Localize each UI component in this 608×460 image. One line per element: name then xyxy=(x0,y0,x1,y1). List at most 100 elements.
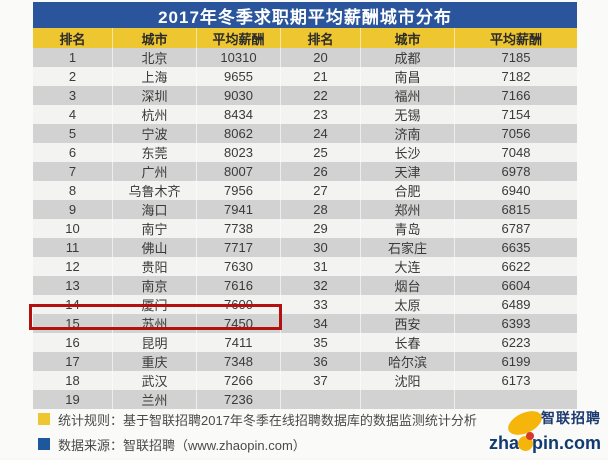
city-cell-right: 烟台 xyxy=(361,276,455,295)
rank-cell-left: 11 xyxy=(33,238,113,257)
city-cell-left: 海口 xyxy=(113,200,197,219)
rank-cell-left: 10 xyxy=(33,219,113,238)
table-row: 6 东莞 8023 25 长沙 7048 xyxy=(33,143,577,162)
logo-url-text: zha pin.com xyxy=(489,431,601,452)
city-cell-right: 青岛 xyxy=(361,219,455,238)
city-cell-right xyxy=(361,390,455,409)
rank-cell-left: 7 xyxy=(33,162,113,181)
salary-cell-left: 7450 xyxy=(197,314,281,333)
rank-cell-left: 9 xyxy=(33,200,113,219)
table-row: 8 乌鲁木齐 7956 27 合肥 6940 xyxy=(33,181,577,200)
salary-cell-left: 7600 xyxy=(197,295,281,314)
salary-cell-right: 6815 xyxy=(501,202,531,217)
city-cell-left: 兰州 xyxy=(113,390,197,409)
legend-item-stat-rule: 统计规则：基于智联招聘2017年冬季在线招聘数据库的数据监测统计分析 xyxy=(38,410,478,428)
table-rows: 1 北京 10310 20 成都 7185 2 上海 9655 21 南昌 71… xyxy=(33,48,577,409)
table-row: 10 南宁 7738 29 青岛 6787 xyxy=(33,219,577,238)
rank-cell-right: 37 xyxy=(281,371,361,390)
city-cell-left: 宁波 xyxy=(113,124,197,143)
rank-cell-right: 20 xyxy=(281,48,361,67)
city-cell-left: 南京 xyxy=(113,276,197,295)
header-rank-right: 排名 xyxy=(281,28,361,48)
data-source-text: 数据来源：智联招聘（www.zhaopin.com） xyxy=(58,437,306,453)
city-cell-left: 上海 xyxy=(113,67,197,86)
table-row: 17 重庆 7348 36 哈尔滨 6199 xyxy=(33,352,577,371)
logo-o-icon xyxy=(517,431,534,451)
rank-cell-right: 26 xyxy=(281,162,361,181)
table-title: 2017年冬季求职期平均薪酬城市分布 xyxy=(33,2,577,28)
rank-cell-left: 8 xyxy=(33,181,113,200)
table-row: 15 苏州 7450 34 西安 6393 xyxy=(33,314,577,333)
city-cell-right: 成都 xyxy=(361,48,455,67)
salary-cell-left: 10310 xyxy=(197,48,281,67)
city-cell-right: 太原 xyxy=(361,295,455,314)
salary-cell-left: 8007 xyxy=(197,162,281,181)
header-salary-right: 平均薪酬 xyxy=(489,31,542,47)
salary-cell-left: 7941 xyxy=(197,200,281,219)
city-cell-right: 济南 xyxy=(361,124,455,143)
footer-legend: 统计规则：基于智联招聘2017年冬季在线招聘数据库的数据监测统计分析 数据来源：… xyxy=(38,410,478,460)
salary-cell-left: 7236 xyxy=(197,390,281,409)
stat-rule-text: 统计规则：基于智联招聘2017年冬季在线招聘数据库的数据监测统计分析 xyxy=(58,412,477,428)
city-cell-right: 大连 xyxy=(361,257,455,276)
rank-cell-right: 34 xyxy=(281,314,361,333)
salary-cell-left: 7956 xyxy=(197,181,281,200)
rank-cell-left: 15 xyxy=(33,314,113,333)
city-cell-right: 沈阳 xyxy=(361,371,455,390)
salary-cell-right: 7154 xyxy=(501,107,531,122)
legend-item-data-source: 数据来源：智联招聘（www.zhaopin.com） xyxy=(38,435,478,453)
rank-cell-left: 5 xyxy=(33,124,113,143)
salary-cell-right: 7166 xyxy=(501,88,531,103)
table-row: 4 杭州 8434 23 无锡 7154 xyxy=(33,105,577,124)
rank-cell-left: 17 xyxy=(33,352,113,371)
city-cell-left: 杭州 xyxy=(113,105,197,124)
salary-cell-left: 7266 xyxy=(197,371,281,390)
rank-cell-left: 14 xyxy=(33,295,113,314)
rank-cell-left: 3 xyxy=(33,86,113,105)
salary-cell-right: 7056 xyxy=(501,126,531,141)
table-row: 7 广州 8007 26 天津 6978 xyxy=(33,162,577,181)
rank-cell-right: 33 xyxy=(281,295,361,314)
header-salary-left: 平均薪酬 xyxy=(197,28,281,48)
rank-cell-right: 32 xyxy=(281,276,361,295)
rank-cell-left: 12 xyxy=(33,257,113,276)
salary-cell-right: 7048 xyxy=(501,145,531,160)
salary-cell-right: 6622 xyxy=(501,259,531,274)
rank-cell-right: 36 xyxy=(281,352,361,371)
table-row: 19 兰州 7236 xyxy=(33,390,577,409)
salary-cell-left: 7630 xyxy=(197,257,281,276)
city-cell-right: 长沙 xyxy=(361,143,455,162)
city-cell-left: 贵阳 xyxy=(113,257,197,276)
rank-cell-right: 35 xyxy=(281,333,361,352)
rank-cell-right: 23 xyxy=(281,105,361,124)
rank-cell-right: 25 xyxy=(281,143,361,162)
salary-cell-right: 6787 xyxy=(501,221,531,236)
logo-red-dot-icon xyxy=(525,431,534,440)
city-cell-left: 东莞 xyxy=(113,143,197,162)
city-cell-left: 广州 xyxy=(113,162,197,181)
salary-cell-right: 6173 xyxy=(501,373,531,388)
rank-cell-left: 18 xyxy=(33,371,113,390)
salary-cell-right: 6940 xyxy=(501,183,531,198)
table-row: 9 海口 7941 28 郑州 6815 xyxy=(33,200,577,219)
rank-cell-right: 24 xyxy=(281,124,361,143)
rank-cell-right: 30 xyxy=(281,238,361,257)
salary-cell-left: 7616 xyxy=(197,276,281,295)
rank-cell-left: 13 xyxy=(33,276,113,295)
city-cell-right: 无锡 xyxy=(361,105,455,124)
city-cell-left: 北京 xyxy=(113,48,197,67)
table-row: 13 南京 7616 32 烟台 6604 xyxy=(33,276,577,295)
salary-cell-right: 7182 xyxy=(501,69,531,84)
city-cell-left: 厦门 xyxy=(113,295,197,314)
yellow-square-icon xyxy=(38,413,50,425)
salary-cell-left: 7411 xyxy=(197,333,281,352)
salary-cell-right: 6199 xyxy=(501,354,531,369)
rank-cell-right: 28 xyxy=(281,200,361,219)
city-cell-left: 深圳 xyxy=(113,86,197,105)
salary-cell-left: 7717 xyxy=(197,238,281,257)
salary-cell-right: 6489 xyxy=(501,297,531,312)
table-row: 16 昆明 7411 35 长春 6223 xyxy=(33,333,577,352)
city-cell-right: 福州 xyxy=(361,86,455,105)
rank-cell-right xyxy=(281,390,361,409)
salary-cell-left: 9030 xyxy=(197,86,281,105)
